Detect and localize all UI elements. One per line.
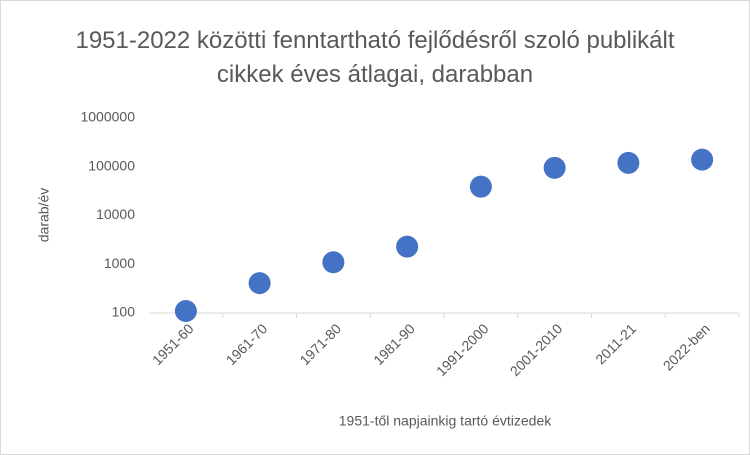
- data-point: [691, 148, 714, 171]
- y-axis-label: darab/év: [36, 188, 52, 242]
- y-tick-label: 1000000: [80, 109, 135, 125]
- y-tick-label: 100: [112, 304, 136, 320]
- data-point: [469, 175, 492, 198]
- data-point: [617, 151, 640, 174]
- data-point: [396, 235, 419, 258]
- y-tick-label: 100000: [88, 157, 135, 173]
- y-tick-label: 10000: [96, 206, 135, 222]
- y-tick-label: 1000: [104, 255, 135, 271]
- data-point: [174, 299, 197, 322]
- x-axis-label: 1951-től napjainkig tartó évtizedek: [339, 413, 552, 429]
- data-point: [543, 156, 566, 179]
- data-point: [322, 251, 345, 274]
- chart-title: 1951-2022 közötti fenntartható fejlődésr…: [75, 27, 675, 88]
- data-point: [248, 272, 271, 295]
